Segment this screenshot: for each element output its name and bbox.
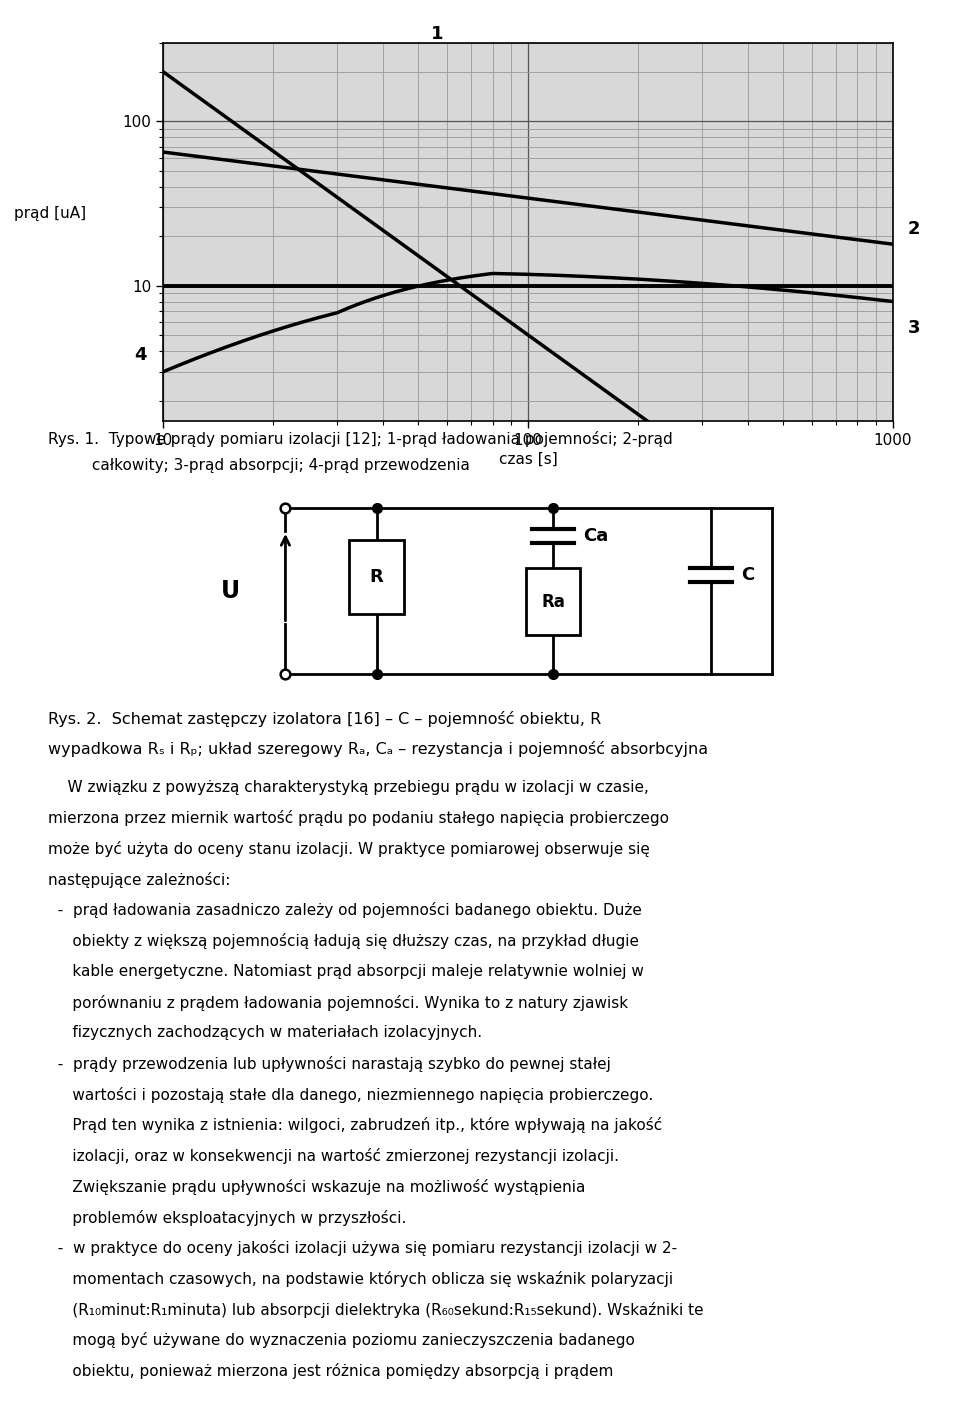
Text: U: U [221, 580, 240, 603]
Text: problemów eksploatacyjnych w przyszłości.: problemów eksploatacyjnych w przyszłości… [48, 1210, 406, 1225]
Text: izolacji, oraz w konsekwencji na wartość zmierzonej rezystancji izolacji.: izolacji, oraz w konsekwencji na wartość… [48, 1148, 619, 1164]
Text: fizycznych zachodzących w materiałach izolacyjnych.: fizycznych zachodzących w materiałach iz… [48, 1025, 482, 1041]
Text: obiektu, ponieważ mierzona jest różnica pomiędzy absorpcją i prądem: obiektu, ponieważ mierzona jest różnica … [48, 1362, 613, 1379]
Text: może być użyta do oceny stanu izolacji. W praktyce pomiarowej obserwuje się: może być użyta do oceny stanu izolacji. … [48, 841, 650, 857]
Text: mogą być używane do wyznaczenia poziomu zanieczyszczenia badanego: mogą być używane do wyznaczenia poziomu … [48, 1332, 635, 1348]
Text: -  prąd ładowania zasadniczo zależy od pojemności badanego obiektu. Duże: - prąd ładowania zasadniczo zależy od po… [48, 902, 642, 918]
Text: 1: 1 [430, 24, 444, 43]
Text: W związku z powyższą charakterystyką przebiegu prądu w izolacji w czasie,: W związku z powyższą charakterystyką prz… [48, 780, 649, 795]
Text: całkowity; 3-prąd absorpcji; 4-prąd przewodzenia: całkowity; 3-prąd absorpcji; 4-prąd prze… [48, 458, 469, 474]
Text: następujące zależności:: następujące zależności: [48, 871, 230, 888]
Text: 4: 4 [134, 346, 147, 364]
Text: Rys. 1.  Typowe prądy pomiaru izolacji [12]; 1-prąd ładowania pojemności; 2-prąd: Rys. 1. Typowe prądy pomiaru izolacji [1… [48, 431, 673, 447]
Text: obiekty z większą pojemnością ładują się dłuższy czas, na przykład długie: obiekty z większą pojemnością ładują się… [48, 934, 639, 950]
Text: -  prądy przewodzenia lub upływności narastają szybko do pewnej stałej: - prądy przewodzenia lub upływności nara… [48, 1055, 611, 1072]
Text: R: R [370, 568, 383, 587]
Text: Ca: Ca [584, 527, 609, 544]
Text: porównaniu z prądem ładowania pojemności. Wynika to z natury zjawisk: porównaniu z prądem ładowania pojemności… [48, 994, 628, 1011]
Text: -  w praktyce do oceny jakości izolacji używa się pomiaru rezystancji izolacji w: - w praktyce do oceny jakości izolacji u… [48, 1240, 677, 1257]
Bar [349, 540, 404, 614]
Text: mierzona przez miernik wartość prądu po podaniu stałego napięcia probierczego: mierzona przez miernik wartość prądu po … [48, 811, 669, 827]
Text: momentach czasowych, na podstawie których oblicza się wskaźnik polaryzacji: momentach czasowych, na podstawie któryc… [48, 1271, 673, 1287]
Text: kable energetyczne. Natomiast prąd absorpcji maleje relatywnie wolniej w: kable energetyczne. Natomiast prąd absor… [48, 964, 644, 980]
Text: Zwiększanie prądu upływności wskazuje na możliwość wystąpienia: Zwiększanie prądu upływności wskazuje na… [48, 1178, 586, 1195]
Text: wartości i pozostają stałe dla danego, niezmiennego napięcia probierczego.: wartości i pozostają stałe dla danego, n… [48, 1087, 653, 1102]
Text: Ra: Ra [541, 593, 564, 611]
Bar [525, 568, 580, 635]
Text: Rys. 2.  Schemat zastępczy izolatora [16] – C – pojemność obiektu, R: Rys. 2. Schemat zastępczy izolatora [16]… [48, 711, 601, 727]
Text: 3: 3 [908, 320, 921, 337]
X-axis label: czas [s]: czas [s] [498, 453, 558, 467]
Text: C: C [741, 565, 755, 584]
Text: wypadkowa Rₛ i Rₚ; układ szeregowy Rₐ, Cₐ – rezystancja i pojemność absorbcyjna: wypadkowa Rₛ i Rₚ; układ szeregowy Rₐ, C… [48, 741, 708, 757]
Text: prąd [uA]: prąd [uA] [14, 206, 86, 221]
Text: 2: 2 [908, 220, 921, 238]
Text: Prąd ten wynika z istnienia: wilgoci, zabrudzeń itp., które wpływają na jakość: Prąd ten wynika z istnienia: wilgoci, za… [48, 1117, 662, 1134]
Text: (R₁₀minut:R₁minuta) lub absorpcji dielektryka (R₆₀sekund:R₁₅sekund). Wskaźniki t: (R₁₀minut:R₁minuta) lub absorpcji dielek… [48, 1302, 704, 1318]
